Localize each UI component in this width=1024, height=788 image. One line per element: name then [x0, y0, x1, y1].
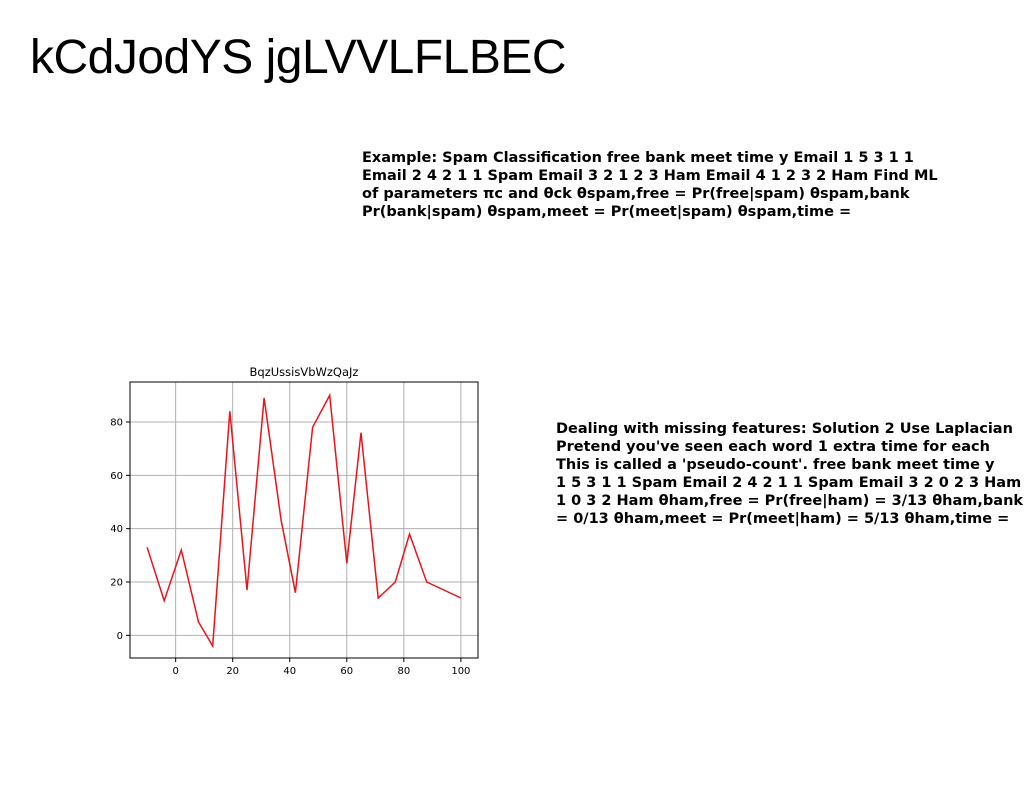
y-tick-label: 60: [110, 471, 123, 482]
y-tick-label: 80: [110, 418, 123, 429]
chart-title: BqzUssisVbWzQaJz: [250, 365, 359, 379]
text-line: of parameters πc and θck θspam,free = Pr…: [362, 186, 910, 202]
y-tick-label: 0: [117, 631, 123, 642]
text-block-laplacian: Dealing with missing features: Solution …: [556, 420, 1024, 528]
x-tick-label: 40: [283, 666, 296, 677]
x-tick-label: 0: [172, 666, 178, 677]
series-line: [146, 392, 462, 649]
text-line: Example: Spam Classification free bank m…: [362, 150, 914, 166]
slide-title: kCdJodYS jgLVVLFLBEC: [30, 31, 567, 84]
text-line: Email 2 4 2 1 1 Spam Email 3 2 1 2 3 Ham…: [362, 168, 938, 184]
x-tick-label: 80: [397, 666, 410, 677]
axes-frame: [129, 381, 479, 659]
chart-svg: 0 20 40 60 80 100 0 20 40 60 80 BqzUssisVbWzQaJz: [110, 365, 479, 677]
y-tick-label: 40: [110, 524, 123, 535]
text-line: Pr(bank|spam) θspam,meet = Pr(meet|spam)…: [362, 204, 852, 220]
x-tick-label: 60: [340, 666, 353, 677]
text-line: 1 0 3 2 Ham θham,free = Pr(free|ham) = 3…: [556, 493, 1024, 509]
x-tick-label: 20: [226, 666, 239, 677]
text-line: = 0/13 θham,meet = Pr(meet|ham) = 5/13 θ…: [556, 511, 1010, 527]
text-line: This is called a 'pseudo-count'. free ba…: [556, 457, 995, 473]
text-line: 1 5 3 1 1 Spam Email 2 4 2 1 1 Spam Emai…: [556, 475, 1024, 491]
y-tick-label: 20: [110, 578, 123, 589]
text-line: Pretend you've seen each word 1 extra ti…: [556, 439, 990, 455]
line-chart: 0 20 40 60 80 100 0 20 40 60 80 BqzUssisVbWzQaJz: [100, 362, 490, 686]
text-line: Dealing with missing features: Solution …: [556, 421, 1013, 437]
x-tick-label: 100: [451, 666, 470, 677]
text-block-spam-example: Example: Spam Classification free bank m…: [362, 149, 938, 221]
